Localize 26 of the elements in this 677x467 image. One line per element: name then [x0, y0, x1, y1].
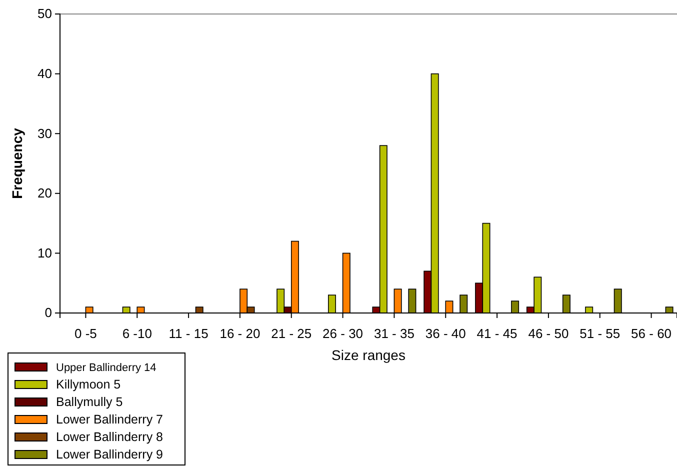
- x-axis-title: Size ranges: [332, 347, 406, 363]
- x-tick-label: 21 - 25: [271, 326, 312, 341]
- y-tick-label: 0: [44, 305, 52, 320]
- x-tick-label: 6 -10: [122, 326, 152, 341]
- x-tick-label: 0 -5: [74, 326, 97, 341]
- y-tick-label: 50: [38, 6, 52, 22]
- x-tick-label: 11 - 15: [168, 326, 208, 341]
- legend-label: Upper Ballinderry 14: [56, 362, 156, 374]
- x-tick-label: 56 - 60: [631, 326, 672, 341]
- x-tick-label: 46 - 50: [528, 326, 569, 341]
- x-tick-label: 36 - 40: [425, 326, 466, 341]
- legend-label: Lower Ballinderry 7: [56, 412, 164, 426]
- y-tick-label: 10: [38, 245, 52, 260]
- y-tick-label: 40: [38, 66, 52, 81]
- y-tick-label: 20: [38, 186, 52, 201]
- x-tick-label: 41 - 45: [476, 326, 518, 341]
- legend-label: Ballymully 5: [56, 395, 123, 409]
- x-tick-label: 51 - 55: [580, 326, 620, 341]
- legend-label: Lower Ballinderry 9: [56, 448, 164, 462]
- legend-label: Lower Ballinderry 8: [56, 430, 164, 444]
- x-tick-label: 26 - 30: [322, 326, 364, 341]
- x-tick-label: 31 - 35: [374, 326, 414, 341]
- y-tick-label: 30: [38, 126, 52, 141]
- y-axis-title: Frequency: [9, 128, 25, 199]
- x-tick-label: 16 - 20: [220, 326, 260, 341]
- legend-label: Killymoon 5: [56, 378, 121, 392]
